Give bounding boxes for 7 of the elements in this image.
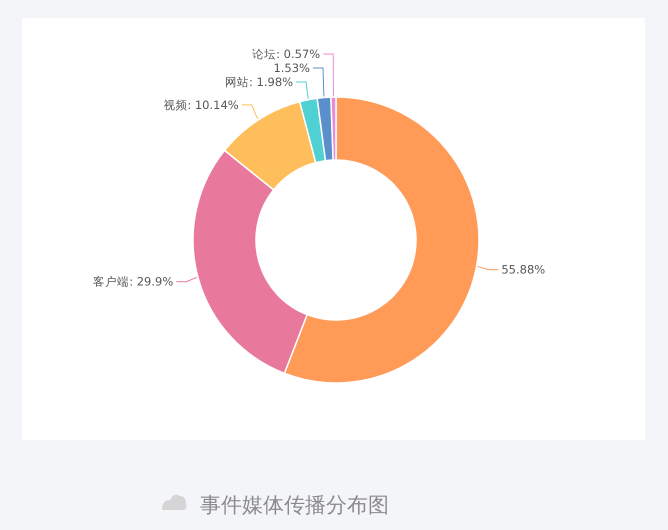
data-label: 1.53% xyxy=(273,61,310,76)
slice-label: 网站: 1.98% xyxy=(225,75,294,90)
slice-label: 客户端: 29.9% xyxy=(93,274,174,289)
text: 事件媒体传播分布图 xyxy=(200,493,389,517)
slice-label: 论坛: 0.57% xyxy=(252,47,320,62)
data-label: 55.88% xyxy=(501,262,546,277)
slice-label: 视频: 10.14% xyxy=(163,98,239,112)
